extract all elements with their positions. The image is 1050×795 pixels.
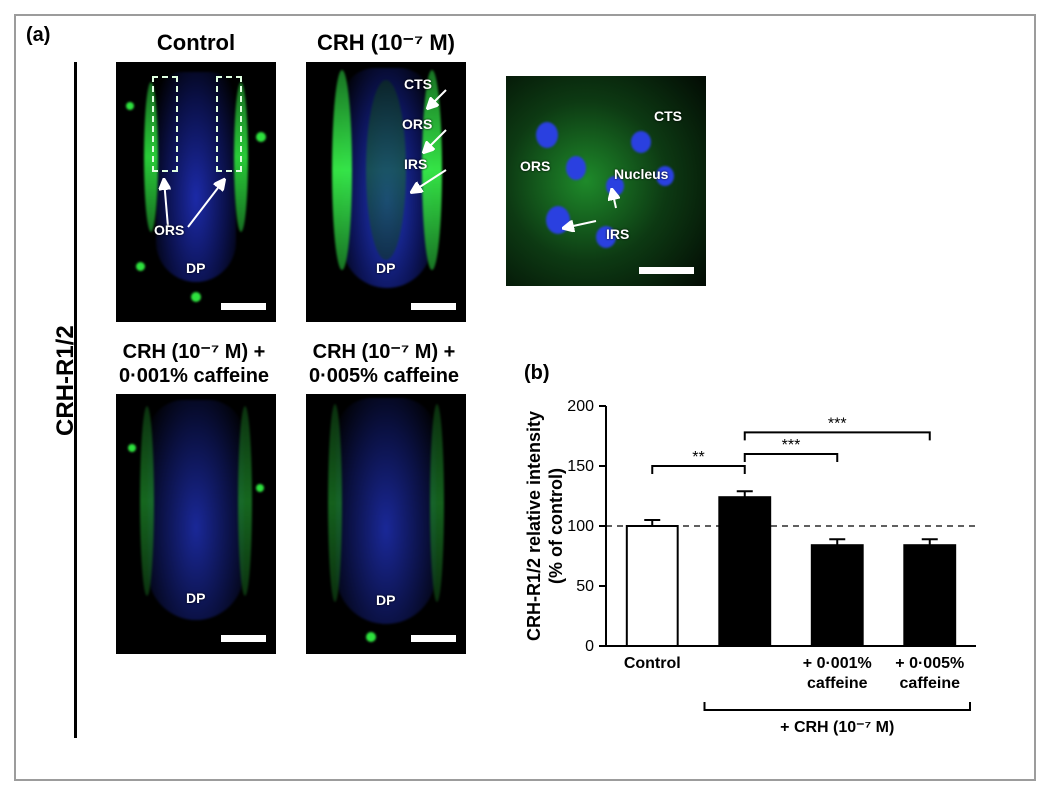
label-ors-2: ORS (402, 116, 432, 132)
arrows-crh (306, 62, 466, 322)
arrows-control (116, 62, 276, 322)
label-ors-1: ORS (154, 222, 184, 238)
svg-text:***: *** (828, 415, 847, 432)
label-dp-2: DP (376, 260, 395, 276)
micrograph-caf001: DP (116, 394, 276, 654)
micrograph-crh: CTS ORS IRS DP (306, 62, 466, 322)
title-caf001: CRH (10⁻⁷ M) + 0·001% caffeine (94, 340, 294, 388)
panel-a-label: (a) (26, 24, 50, 47)
side-rule (74, 62, 77, 738)
svg-text:50: 50 (576, 578, 594, 595)
figure-frame: (a) CRH-R1/2 Control CRH (10⁻⁷ M) ORS DP (14, 14, 1036, 781)
svg-text:200: 200 (567, 398, 594, 415)
svg-text:caffeine: caffeine (900, 675, 961, 692)
title-caf005-l2: 0·005% caffeine (309, 365, 459, 387)
label-ors-3: ORS (520, 158, 550, 174)
svg-text:***: *** (782, 437, 801, 454)
scalebar-2 (411, 303, 456, 310)
label-irs-2: IRS (606, 226, 629, 242)
scalebar-1 (221, 303, 266, 310)
scalebar-5 (411, 635, 456, 642)
panel-b-label: (b) (524, 362, 550, 385)
svg-text:0: 0 (585, 638, 594, 655)
label-irs-1: IRS (404, 156, 427, 172)
label-dp-4: DP (376, 592, 395, 608)
label-cts-2: CTS (654, 108, 682, 124)
scalebar-3 (639, 267, 694, 274)
label-dp-3: DP (186, 590, 205, 606)
svg-text:CRH-R1/2 relative intensity: CRH-R1/2 relative intensity (524, 411, 544, 641)
label-cts-1: CTS (404, 76, 432, 92)
title-crh: CRH (10⁻⁷ M) (276, 30, 496, 56)
label-dp-1: DP (186, 260, 205, 276)
svg-text:Control: Control (624, 655, 681, 672)
svg-text:+ 0·005%: + 0·005% (895, 655, 964, 672)
title-caf005: CRH (10⁻⁷ M) + 0·005% caffeine (284, 340, 484, 388)
label-nucleus: Nucleus (614, 166, 668, 182)
title-control: Control (96, 30, 296, 56)
title-caf001-l1: CRH (10⁻⁷ M) + (123, 341, 266, 363)
svg-text:100: 100 (567, 518, 594, 535)
svg-text:caffeine: caffeine (807, 675, 868, 692)
title-caf005-l1: CRH (10⁻⁷ M) + (313, 341, 456, 363)
title-caf001-l2: 0·001% caffeine (119, 365, 269, 387)
micrograph-control: ORS DP (116, 62, 276, 322)
scalebar-4 (221, 635, 266, 642)
micrograph-zoom: CTS ORS IRS Nucleus (506, 76, 706, 286)
svg-text:150: 150 (567, 458, 594, 475)
bar-chart: 050100150200********Control+ 0·001%caffe… (516, 386, 1016, 756)
svg-text:(% of control): (% of control) (546, 468, 566, 584)
micrograph-caf005: DP (306, 394, 466, 654)
svg-text:+ CRH (10⁻⁷ M): + CRH (10⁻⁷ M) (780, 719, 894, 736)
svg-text:**: ** (692, 449, 704, 466)
svg-text:+ 0·001%: + 0·001% (803, 655, 872, 672)
